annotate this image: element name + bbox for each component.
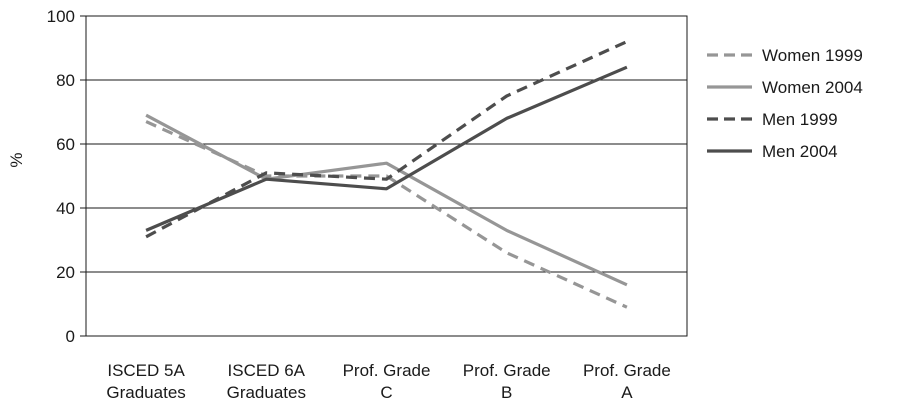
legend-label-women-2004: Women 2004	[762, 78, 863, 97]
series-lines	[145, 40, 628, 309]
y-tick-label-40: 40	[56, 199, 75, 218]
x-category-label-1: ISCED 5A Graduates	[106, 361, 185, 402]
y-tick-label-100: 100	[47, 7, 75, 26]
y-tick-label-0: 0	[66, 327, 75, 346]
series-line-women-2004	[145, 113, 628, 287]
x-category-label-3: Prof. Grade C	[343, 361, 431, 402]
x-category-label-5: Prof. Grade A	[583, 361, 671, 402]
legend-label-men-2004: Men 2004	[762, 142, 838, 161]
x-axis-category-labels: ISCED 5A Graduates ISCED 6A Graduates Prof. …	[106, 361, 670, 402]
series-line-women-1999	[145, 120, 628, 309]
series-line-men-1999	[145, 40, 628, 239]
y-tick-label-60: 60	[56, 135, 75, 154]
y-axis-ticks: 0 20 40 60 80 100	[47, 7, 86, 346]
y-tick-label-80: 80	[56, 71, 75, 90]
plot-frame	[85, 15, 688, 337]
legend: Women 1999 Women 2004 Men 1999 Men 2004	[707, 46, 863, 161]
legend-label-women-1999: Women 1999	[762, 46, 863, 65]
y-tick-label-20: 20	[56, 263, 75, 282]
x-category-label-4: Prof. Grade B	[463, 361, 551, 402]
grid-lines	[86, 79, 687, 273]
x-category-label-2: ISCED 6A Graduates	[227, 361, 306, 402]
y-axis-label: %	[7, 152, 26, 167]
legend-label-men-1999: Men 1999	[762, 110, 838, 129]
series-line-men-2004	[145, 65, 628, 232]
